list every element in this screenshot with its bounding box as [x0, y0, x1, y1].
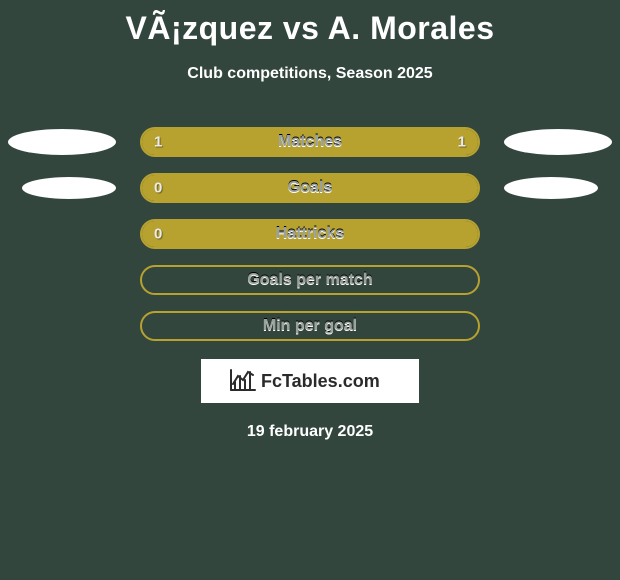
footer-date: 19 february 2025 [0, 423, 620, 441]
page-title: VÃ¡zquez vs A. Morales [0, 0, 620, 47]
stat-bar: 0Goals [140, 173, 480, 203]
stat-row: 11Matches [0, 127, 620, 157]
page-subtitle: Club competitions, Season 2025 [0, 65, 620, 83]
stat-bar-fill-left [142, 175, 478, 201]
fctables-logo: FcTables.com [225, 366, 395, 396]
stat-value-left: 0 [154, 226, 162, 243]
stat-bar: 0Hattricks [140, 219, 480, 249]
stat-label: Min per goal [142, 317, 478, 335]
stat-row: Goals per match [0, 265, 620, 295]
stat-bar-fill-left [142, 221, 478, 247]
player-left-marker [8, 129, 116, 155]
stat-row: 0Goals [0, 173, 620, 203]
stats-container: 11Matches0Goals0HattricksGoals per match… [0, 127, 620, 341]
stat-label: Goals per match [142, 271, 478, 289]
stat-value-left: 0 [154, 180, 162, 197]
stat-bar: Min per goal [140, 311, 480, 341]
stat-value-left: 1 [154, 134, 162, 151]
logo-text: FcTables.com [261, 371, 380, 391]
stat-bar: Goals per match [140, 265, 480, 295]
player-left-marker [22, 177, 116, 199]
stat-row: Min per goal [0, 311, 620, 341]
stat-bar-fill-right [310, 129, 478, 155]
player-right-marker [504, 177, 598, 199]
stat-bar-fill-left [142, 129, 310, 155]
stat-bar: 11Matches [140, 127, 480, 157]
stat-value-right: 1 [458, 134, 466, 151]
stat-row: 0Hattricks [0, 219, 620, 249]
logo-box: FcTables.com [201, 359, 419, 403]
player-right-marker [504, 129, 612, 155]
